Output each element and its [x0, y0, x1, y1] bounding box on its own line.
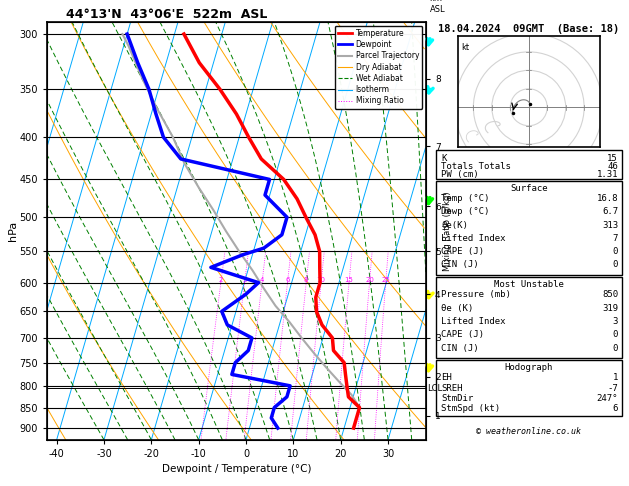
- Text: 2: 2: [219, 277, 223, 283]
- Y-axis label: Mixing Ratio (g/kg): Mixing Ratio (g/kg): [443, 191, 452, 271]
- Text: StmSpd (kt): StmSpd (kt): [442, 404, 501, 413]
- Text: CIN (J): CIN (J): [442, 344, 479, 353]
- Text: CIN (J): CIN (J): [442, 260, 479, 269]
- Bar: [435, 181, 622, 275]
- Text: θe(K): θe(K): [442, 221, 468, 229]
- Text: 46: 46: [608, 162, 618, 171]
- Text: 0: 0: [613, 260, 618, 269]
- Text: Lifted Index: Lifted Index: [442, 234, 506, 243]
- Text: 10: 10: [316, 277, 326, 283]
- Text: 0: 0: [613, 247, 618, 256]
- Text: 7: 7: [613, 234, 618, 243]
- Text: Dewp (°C): Dewp (°C): [442, 208, 490, 216]
- Y-axis label: hPa: hPa: [8, 221, 18, 241]
- Text: CAPE (J): CAPE (J): [442, 330, 484, 339]
- Text: Most Unstable: Most Unstable: [494, 280, 564, 289]
- Text: 1.31: 1.31: [596, 170, 618, 179]
- Text: CAPE (J): CAPE (J): [442, 247, 484, 256]
- Text: 6.7: 6.7: [602, 208, 618, 216]
- Text: 247°: 247°: [596, 394, 618, 403]
- Text: 16.8: 16.8: [596, 194, 618, 203]
- Legend: Temperature, Dewpoint, Parcel Trajectory, Dry Adiabat, Wet Adiabat, Isotherm, Mi: Temperature, Dewpoint, Parcel Trajectory…: [335, 26, 422, 108]
- Text: © weatheronline.co.uk: © weatheronline.co.uk: [476, 428, 581, 436]
- Text: 44°13'N  43°06'E  522m  ASL: 44°13'N 43°06'E 522m ASL: [66, 8, 267, 21]
- Text: km
ASL: km ASL: [430, 0, 445, 14]
- Text: Surface: Surface: [510, 184, 548, 193]
- Text: Totals Totals: Totals Totals: [442, 162, 511, 171]
- Text: K: K: [442, 155, 447, 163]
- Text: 25: 25: [381, 277, 390, 283]
- Text: StmDir: StmDir: [442, 394, 474, 403]
- X-axis label: Dewpoint / Temperature (°C): Dewpoint / Temperature (°C): [162, 465, 311, 474]
- Text: 3: 3: [613, 317, 618, 326]
- Bar: [435, 360, 622, 416]
- Text: PW (cm): PW (cm): [442, 170, 479, 179]
- Text: 20: 20: [365, 277, 374, 283]
- Text: 1: 1: [613, 373, 618, 382]
- Text: 319: 319: [602, 304, 618, 312]
- Text: Hodograph: Hodograph: [504, 364, 553, 372]
- Text: Pressure (mb): Pressure (mb): [442, 290, 511, 299]
- Bar: [435, 150, 622, 179]
- Text: 4: 4: [260, 277, 264, 283]
- Text: SREH: SREH: [442, 383, 463, 393]
- Text: 0: 0: [613, 330, 618, 339]
- Text: LCL: LCL: [427, 383, 442, 393]
- Text: 6: 6: [285, 277, 290, 283]
- Text: 3: 3: [242, 277, 247, 283]
- Text: 8: 8: [304, 277, 308, 283]
- Bar: [435, 277, 622, 358]
- Text: -7: -7: [608, 383, 618, 393]
- Text: EH: EH: [442, 373, 452, 382]
- Text: 313: 313: [602, 221, 618, 229]
- Text: 18.04.2024  09GMT  (Base: 18): 18.04.2024 09GMT (Base: 18): [438, 24, 620, 34]
- Text: 15: 15: [345, 277, 353, 283]
- Text: Temp (°C): Temp (°C): [442, 194, 490, 203]
- Text: 850: 850: [602, 290, 618, 299]
- Text: 6: 6: [613, 404, 618, 413]
- Text: 0: 0: [613, 344, 618, 353]
- Text: θe (K): θe (K): [442, 304, 474, 312]
- Text: Lifted Index: Lifted Index: [442, 317, 506, 326]
- Text: 15: 15: [608, 155, 618, 163]
